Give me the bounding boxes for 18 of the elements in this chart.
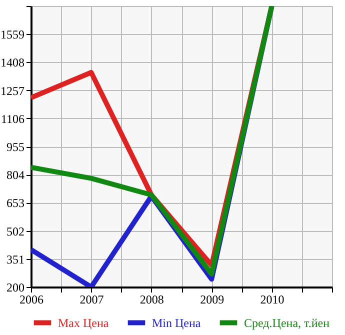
y-tick-label: 351	[6, 252, 24, 266]
y-tick-label: 1257	[0, 84, 24, 98]
x-tick-label: 2007	[80, 292, 104, 306]
y-tick-label: 955	[6, 140, 24, 154]
y-tick-label: 1559	[0, 28, 24, 42]
y-tick-label: 1106	[0, 112, 24, 126]
x-tick-label: 2009	[200, 292, 224, 306]
y-tick-label: 1408	[0, 56, 24, 70]
y-tick-label: 653	[6, 196, 24, 210]
x-tick-label: 2008	[140, 292, 164, 306]
y-tick-label: 804	[6, 168, 24, 182]
y-tick-label: 200	[6, 280, 24, 294]
legend-label: Max Цена	[58, 316, 110, 330]
x-tick-label: 2006	[20, 292, 44, 306]
legend-label: Min Цена	[152, 316, 202, 330]
x-tick-label: 2010	[260, 292, 284, 306]
y-tick-label: 502	[6, 224, 24, 238]
legend-label: Сред.Цена, т.йен	[244, 316, 330, 330]
